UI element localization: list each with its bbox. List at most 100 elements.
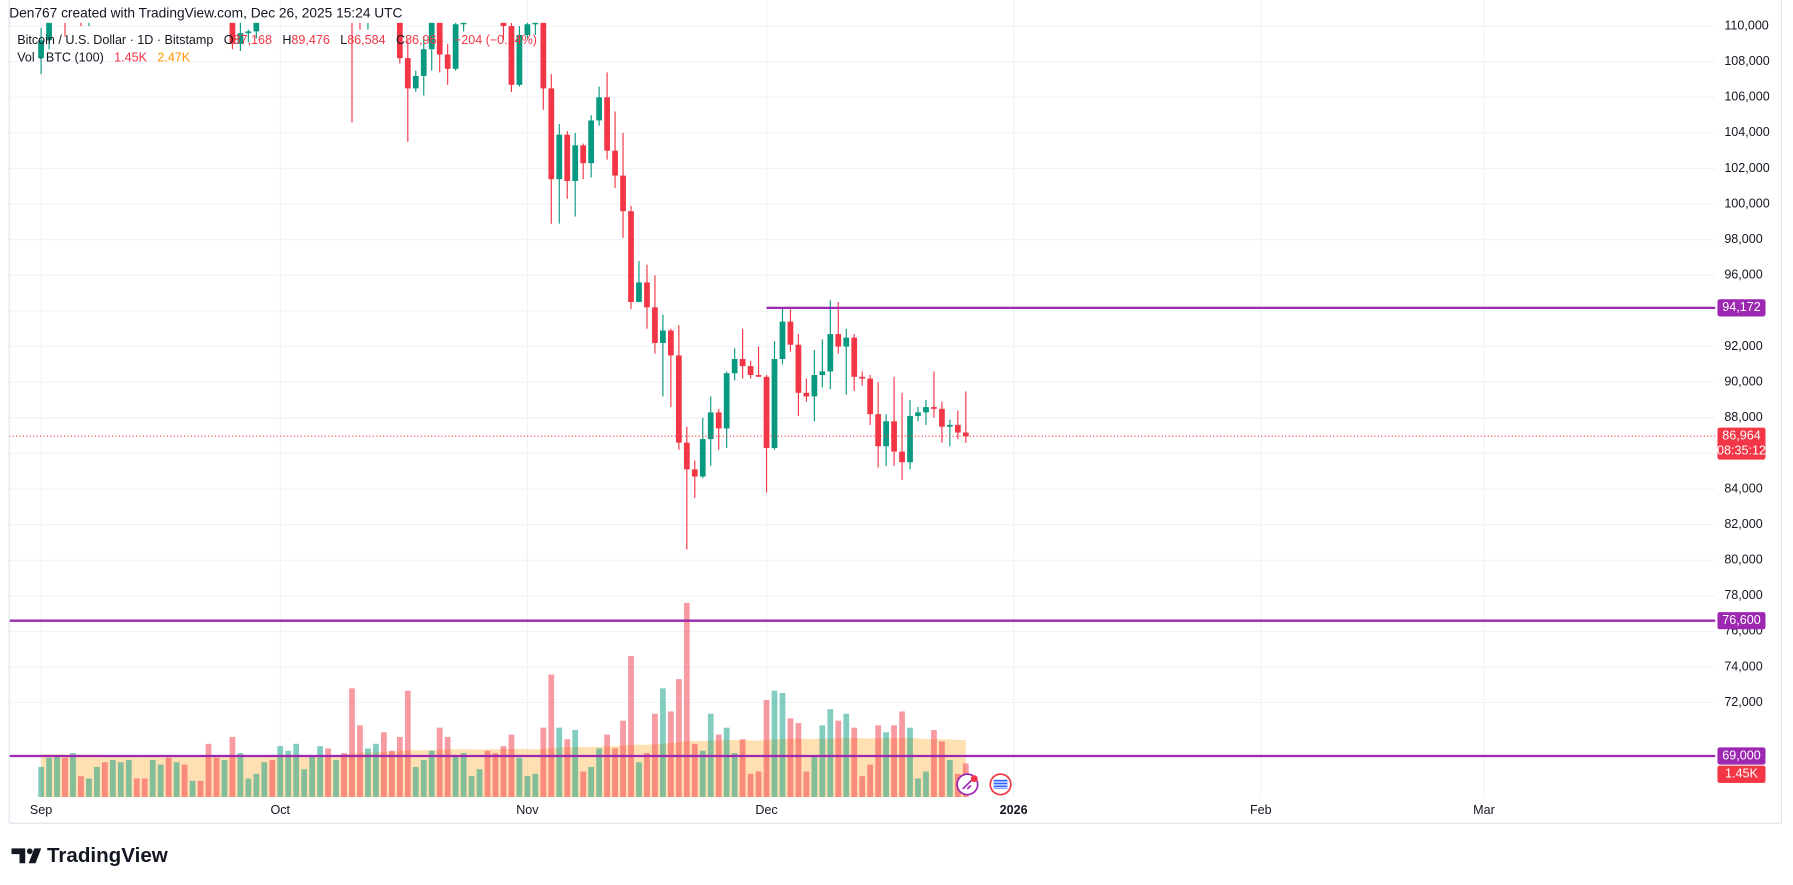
candle-body (707, 412, 714, 440)
legend-value: 86,584 (347, 33, 385, 47)
volume-bar (149, 759, 156, 797)
volume-bar (205, 743, 212, 797)
volume-bar (428, 750, 435, 797)
candle-body (699, 439, 706, 477)
volume-bar (875, 725, 882, 797)
candle-body (572, 145, 579, 181)
candle-body (644, 282, 650, 308)
y-tick-label: 104,000 (1724, 125, 1769, 139)
volume-bar (827, 709, 834, 797)
candle-body (954, 424, 961, 433)
candle-body (237, 33, 244, 44)
volume-bar (253, 773, 260, 797)
symbol-title: Bitcoin / U.S. Dollar · 1D · Bitstamp (17, 33, 213, 47)
candle-body (596, 97, 602, 121)
logo-mark (28, 848, 42, 864)
volume-bar (715, 734, 722, 797)
volume-bar (723, 727, 730, 797)
y-tick-label: 110,000 (1724, 18, 1768, 32)
y-tick-label: 98,000 (1724, 232, 1762, 246)
x-tick-label: Sep (30, 803, 52, 817)
volume-bar (779, 692, 786, 797)
candle-body (460, 22, 467, 25)
candle-body (516, 34, 523, 85)
volume-bar (747, 773, 754, 797)
volume-bar (891, 725, 897, 797)
volume-bar (381, 732, 387, 797)
volume-bar (109, 759, 116, 797)
candle-body (747, 366, 754, 376)
overlays (9, 306, 1716, 758)
level-label: 94,172 (1722, 300, 1760, 314)
volume-bar (317, 746, 323, 797)
candle-body (891, 421, 897, 452)
volume-bar (333, 759, 339, 797)
volume-bar (835, 720, 842, 797)
candle-body (875, 414, 882, 447)
volume-bar (731, 753, 738, 797)
x-tick-label: Dec (755, 803, 777, 817)
candle-body (524, 24, 531, 35)
candle-body (803, 392, 810, 397)
candle-body (452, 24, 459, 69)
candle-body (245, 31, 252, 34)
candle-body (548, 88, 555, 180)
candle-body (564, 134, 571, 181)
volume-bar (181, 764, 188, 797)
candle-body (668, 330, 674, 356)
y-tick-label: 96,000 (1724, 268, 1762, 282)
volume-bar (365, 748, 371, 797)
candle-body (588, 120, 595, 164)
volume-bar (923, 771, 929, 797)
volume-bar (54, 755, 60, 797)
volume-bar (883, 732, 889, 797)
price-pane (38, 22, 969, 550)
level-label-box (1717, 612, 1766, 630)
volume-bar (70, 753, 76, 797)
volume-bar (420, 759, 427, 797)
volume-bar (851, 727, 858, 797)
volume-bar (524, 776, 531, 797)
volume-bar (588, 766, 595, 797)
candle-body (739, 358, 746, 367)
volume-bar (173, 762, 180, 797)
candle-body (731, 358, 738, 374)
candle-body (46, 22, 52, 41)
volume-bar (739, 739, 746, 797)
volume-bar (564, 739, 571, 797)
candle-body (508, 26, 515, 85)
candle-body (428, 22, 435, 50)
volume-bar (141, 778, 148, 797)
volume-bar (476, 769, 483, 797)
logo-mark (11, 848, 26, 864)
logo-mark (26, 848, 33, 855)
candle-body (660, 330, 666, 343)
candle-body (444, 54, 451, 69)
volume-bar (867, 764, 874, 797)
candle-body (556, 134, 563, 180)
volume-bar (811, 755, 818, 797)
volume-bar (947, 759, 953, 797)
candle-body (947, 424, 953, 427)
candle-body (532, 22, 539, 25)
volume-bar (444, 736, 451, 797)
y-tick-label: 78,000 (1724, 588, 1762, 602)
volume-pane (38, 602, 969, 797)
logo-text: TradingView (47, 844, 169, 867)
volume-bar (197, 780, 204, 797)
volume-value: 1.45K (114, 51, 147, 65)
countdown: 08:35:12 (1717, 443, 1766, 457)
volume-ma-value: 2.47K (157, 51, 190, 65)
attribution: Den767 created with TradingView.com, Dec… (9, 5, 402, 20)
volume-label: 1.45K (1725, 767, 1758, 781)
candle-body (38, 40, 44, 59)
legend-value: 89,476 (291, 33, 329, 47)
volume-bar (508, 734, 515, 797)
candle-body (923, 407, 929, 413)
volume-bar (675, 679, 682, 797)
legend-line: Bitcoin / U.S. Dollar · 1D · Bitstamp O8… (17, 33, 537, 47)
volume-bar (325, 748, 331, 797)
volume-bar (644, 753, 650, 797)
legend-value: 87,168 (234, 33, 272, 47)
